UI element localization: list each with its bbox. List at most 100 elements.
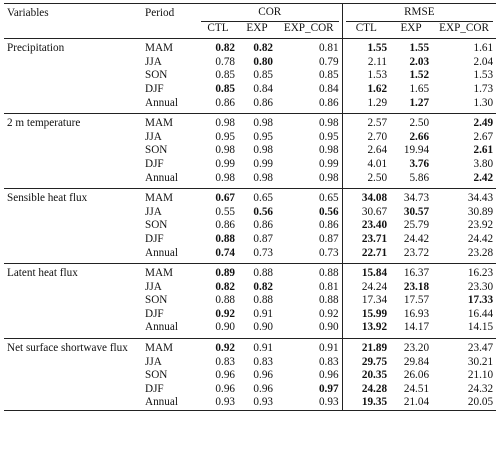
col-header-cor-exp-cor: EXP_COR [276, 21, 343, 40]
value-cell-rmse-ctl: 34.08 [341, 188, 391, 206]
value-cell-cor-ctl: 0.98 [215, 144, 235, 157]
value-cell-cor-exp-cor: 0.98 [276, 171, 343, 190]
table-row: DJF 0.99 0.99 0.99 4.01 3.76 3.80 [4, 157, 496, 172]
value-cell-cor-exp: 0.88 [253, 294, 273, 307]
period-cell: MAM [145, 267, 173, 280]
period-cell: Annual [142, 321, 198, 340]
value-cell-rmse-exp-cor: 16.44 [467, 307, 494, 320]
value-cell-cor-ctl: 0.82 [215, 42, 235, 55]
value-cell-cor-exp: 0.93 [238, 396, 276, 412]
col-header-rmse-exp-cor: EXP_COR [432, 21, 497, 40]
value-cell-rmse-exp: 24.42 [403, 232, 430, 245]
value-cell-rmse-ctl: 2.11 [341, 55, 391, 70]
table-row: Annual 0.90 0.90 0.90 13.92 14.17 14.15 [4, 321, 497, 340]
value-cell-cor-exp-cor: 0.95 [318, 130, 339, 143]
period-cell: JJA [145, 55, 162, 68]
value-cell-cor-ctl: 0.55 [215, 205, 235, 218]
value-cell-cor-exp: 0.91 [253, 307, 273, 320]
col-header-cor-ctl: CTL [198, 21, 238, 40]
value-cell-cor-ctl: 0.99 [215, 157, 235, 170]
variable-cell-empty [4, 144, 142, 158]
value-cell-rmse-exp: 34.73 [403, 192, 430, 205]
period-cell: DJF [145, 232, 164, 245]
period-cell: SON [145, 69, 168, 82]
value-cell-rmse-exp: 1.52 [409, 69, 430, 82]
value-cell-cor-exp-cor: 0.79 [318, 55, 339, 68]
table-row: Annual 0.74 0.73 0.73 22.71 23.72 23.28 [4, 246, 497, 265]
period-cell: SON [145, 294, 168, 307]
value-cell-rmse-exp: 23.20 [403, 342, 430, 355]
value-cell-cor-ctl: 0.85 [215, 69, 235, 82]
value-cell-rmse-ctl: 24.28 [341, 382, 391, 397]
value-cell-rmse-exp-cor: 24.42 [467, 232, 494, 245]
period-cell: SON [145, 219, 168, 232]
value-cell-rmse-exp: 2.50 [409, 117, 430, 130]
period-cell: SON [145, 144, 168, 157]
table-row: DJF 0.85 0.84 0.84 1.62 1.65 1.73 [4, 82, 496, 97]
table-row: Annual 0.86 0.86 0.86 1.29 1.27 1.30 [4, 96, 497, 115]
value-cell-cor-exp: 0.96 [253, 382, 273, 395]
value-cell-cor-exp: 0.65 [253, 192, 273, 205]
value-cell-cor-exp: 0.87 [253, 232, 273, 245]
value-cell-rmse-exp-cor: 2.67 [473, 130, 494, 143]
table-row: Annual 0.93 0.93 0.93 19.35 21.04 20.05 [4, 396, 497, 412]
period-cell: MAM [145, 342, 173, 355]
period-cell: MAM [145, 192, 173, 205]
variable-name: 2 m temperature [7, 117, 81, 130]
value-cell-rmse-exp: 21.04 [390, 396, 433, 412]
value-cell-rmse-exp: 30.57 [403, 205, 430, 218]
value-cell-cor-ctl: 0.93 [198, 396, 238, 412]
value-cell-cor-ctl: 0.92 [215, 307, 235, 320]
value-cell-rmse-exp-cor: 2.04 [473, 55, 494, 68]
value-cell-cor-exp: 0.88 [253, 267, 273, 280]
value-cell-rmse-exp-cor: 2.42 [432, 171, 497, 190]
value-cell-rmse-ctl: 20.35 [341, 369, 391, 383]
value-cell-rmse-ctl: 2.64 [341, 144, 391, 158]
value-cell-cor-exp: 0.90 [238, 321, 276, 340]
value-cell-rmse-ctl: 13.92 [341, 321, 391, 340]
value-cell-cor-ctl: 0.83 [215, 355, 235, 368]
value-cell-cor-ctl: 0.67 [215, 192, 235, 205]
table-row: DJF 0.88 0.87 0.87 23.71 24.42 24.42 [4, 232, 496, 247]
variable-cell-empty [4, 369, 142, 383]
value-cell-cor-exp-cor: 0.86 [318, 219, 339, 232]
table-row: SON 0.88 0.88 0.88 17.34 17.57 17.33 [4, 294, 496, 308]
table-row: SON 0.85 0.85 0.85 1.53 1.52 1.53 [4, 69, 496, 83]
table-row: Latent heat flux MAM 0.89 0.88 0.88 15.84 16.3… [4, 263, 496, 281]
header-row-1: Variables Period COR RMSE [4, 2, 497, 22]
value-cell-cor-exp: 0.82 [253, 280, 273, 293]
value-cell-rmse-exp: 1.55 [409, 42, 430, 55]
value-cell-cor-exp: 0.95 [253, 130, 273, 143]
value-cell-cor-exp: 0.86 [253, 219, 273, 232]
table-row: SON 0.98 0.98 0.98 2.64 19.94 2.61 [4, 144, 496, 158]
value-cell-cor-exp-cor: 0.83 [318, 355, 339, 368]
variable-cell-empty [4, 219, 142, 233]
value-cell-rmse-exp: 19.94 [403, 144, 430, 157]
value-cell-rmse-exp: 24.51 [403, 382, 430, 395]
value-cell-cor-ctl: 0.92 [215, 342, 235, 355]
value-cell-rmse-exp: 3.76 [409, 157, 430, 170]
value-cell-cor-exp: 0.82 [253, 42, 273, 55]
rmse-group-header: RMSE [341, 2, 497, 22]
value-cell-rmse-ctl: 2.70 [341, 130, 391, 145]
variable-cell-empty [4, 294, 142, 308]
variable-name: Sensible heat flux [7, 192, 88, 205]
value-cell-cor-exp-cor: 0.97 [318, 382, 339, 395]
variable-name: Net surface shortwave flux [7, 342, 128, 355]
value-cell-cor-exp-cor: 0.91 [318, 342, 339, 355]
value-cell-cor-ctl: 0.96 [215, 382, 235, 395]
value-cell-rmse-ctl: 2.50 [341, 171, 391, 190]
value-cell-cor-exp: 0.86 [238, 96, 276, 115]
value-cell-rmse-exp-cor: 3.80 [473, 157, 494, 170]
value-cell-cor-ctl: 0.98 [215, 117, 235, 130]
value-cell-rmse-exp: 16.93 [403, 307, 430, 320]
period-cell: DJF [145, 157, 164, 170]
value-cell-cor-ctl: 0.82 [215, 280, 235, 293]
period-header: Period [142, 2, 198, 22]
table-row: JJA 0.83 0.83 0.83 29.75 29.84 30.21 [4, 355, 496, 370]
value-cell-rmse-ctl: 4.01 [341, 157, 391, 172]
variable-cell-empty [4, 131, 142, 145]
value-cell-cor-exp-cor: 0.92 [318, 307, 339, 320]
value-cell-rmse-ctl: 22.71 [341, 246, 391, 265]
